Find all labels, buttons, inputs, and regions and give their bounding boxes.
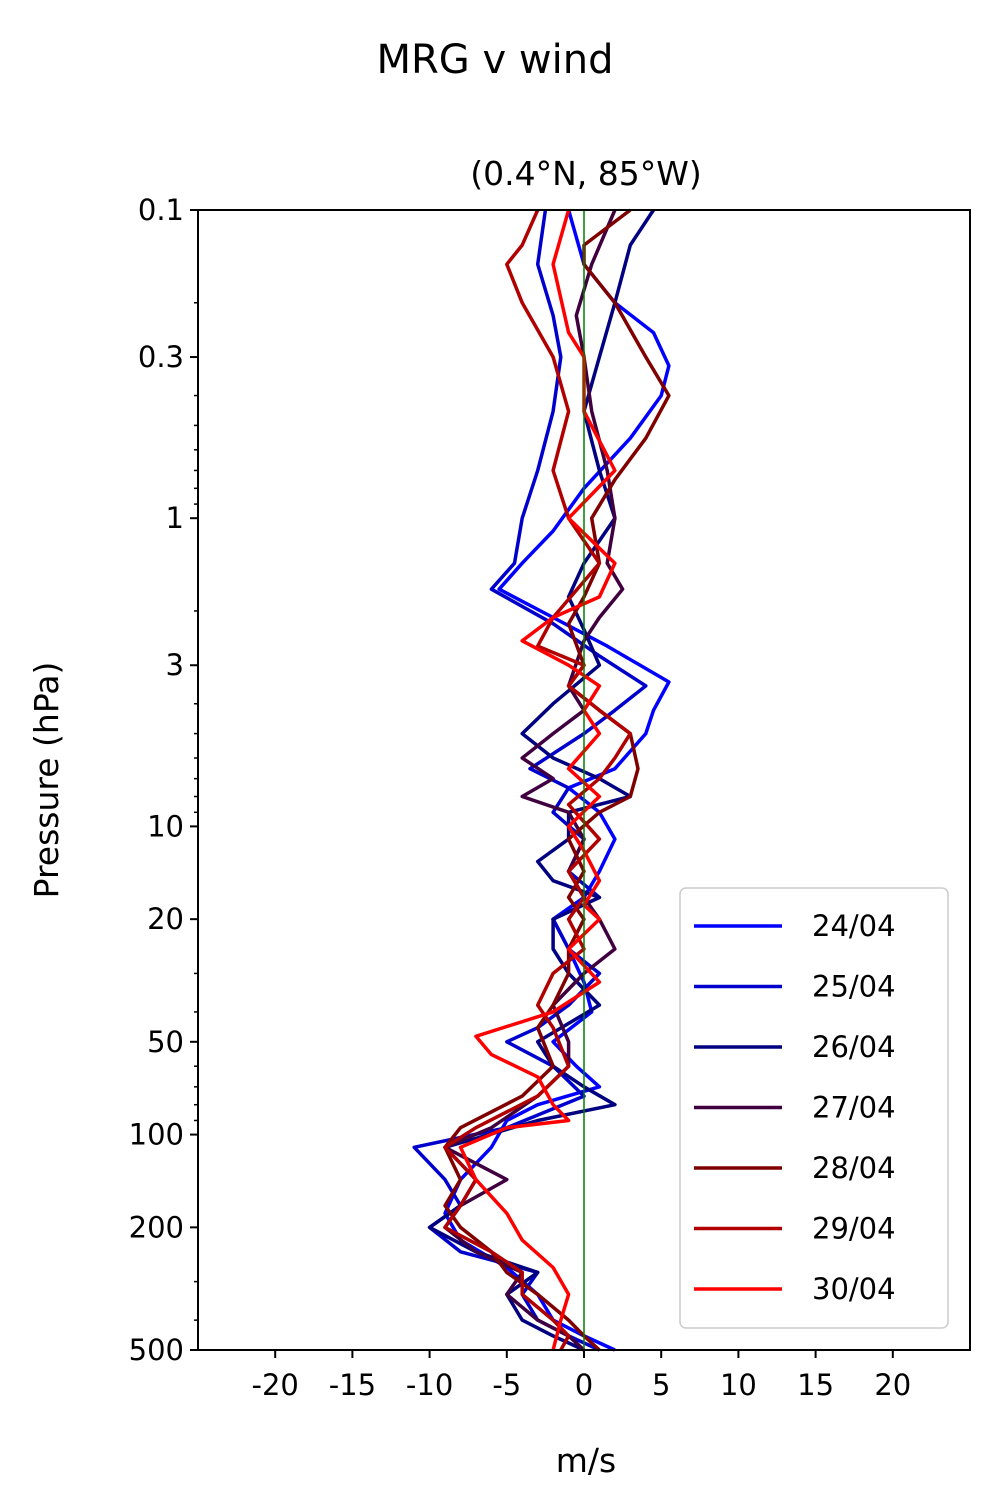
x-tick-label: -5 [492,1368,521,1402]
x-tick-label: -15 [329,1368,376,1402]
legend-label: 24/04 [812,909,896,943]
series-layer [412,208,671,1352]
legend-label: 27/04 [812,1091,896,1125]
x-tick-label: 5 [652,1368,670,1402]
x-tick-label: 20 [874,1368,911,1402]
y-ticks: 0.1 0.3 1 3 10 20 50 100 200 500 [129,193,198,1367]
legend: 24/04 25/04 26/04 27/04 28/04 29/04 30/04 [679,887,949,1329]
legend-label: 29/04 [812,1212,896,1246]
legend-box [679,887,949,1329]
y-axis-label: Pressure (hPa) [27,662,66,899]
series-line-0 [443,209,671,1352]
x-ticks: -20 -15 -10 -5 0 5 10 15 20 [252,1350,911,1402]
y-tick-label: 20 [147,902,184,936]
series-line-2 [427,209,655,1352]
x-axis-label: m/s [556,1441,616,1480]
y-tick-label: 100 [129,1118,184,1152]
series-line-5 [443,209,633,1351]
chart-subtitle: (0.4°N, 85°W) [470,154,702,193]
y-tick-label: 200 [129,1210,184,1244]
y-tick-label: 50 [147,1025,184,1059]
y-tick-label: 1 [166,501,184,535]
y-tick-label: 0.3 [138,340,184,374]
x-tick-label: 0 [575,1368,593,1402]
x-tick-label: 10 [720,1368,757,1402]
y-tick-label: 0.1 [138,193,184,227]
series-line-1 [412,209,648,1352]
x-tick-label: 15 [797,1368,834,1402]
legend-label: 30/04 [812,1272,896,1306]
plot-area: 0.1 0.3 1 3 10 20 50 100 200 500 -20 -15 -10 -5 0 5 10 1… [129,193,971,1402]
x-tick-label: -10 [406,1368,453,1402]
chart-title: MRG v wind [377,37,614,83]
x-tick-label: -20 [252,1368,299,1402]
legend-label: 28/04 [812,1151,896,1185]
y-tick-label: 10 [147,809,184,843]
legend-label: 26/04 [812,1030,896,1064]
y-tick-label: 500 [129,1333,184,1367]
legend-items: 24/04 25/04 26/04 27/04 28/04 29/04 30/04 [694,909,896,1306]
y-tick-label: 3 [166,648,184,682]
legend-label: 25/04 [812,970,896,1004]
